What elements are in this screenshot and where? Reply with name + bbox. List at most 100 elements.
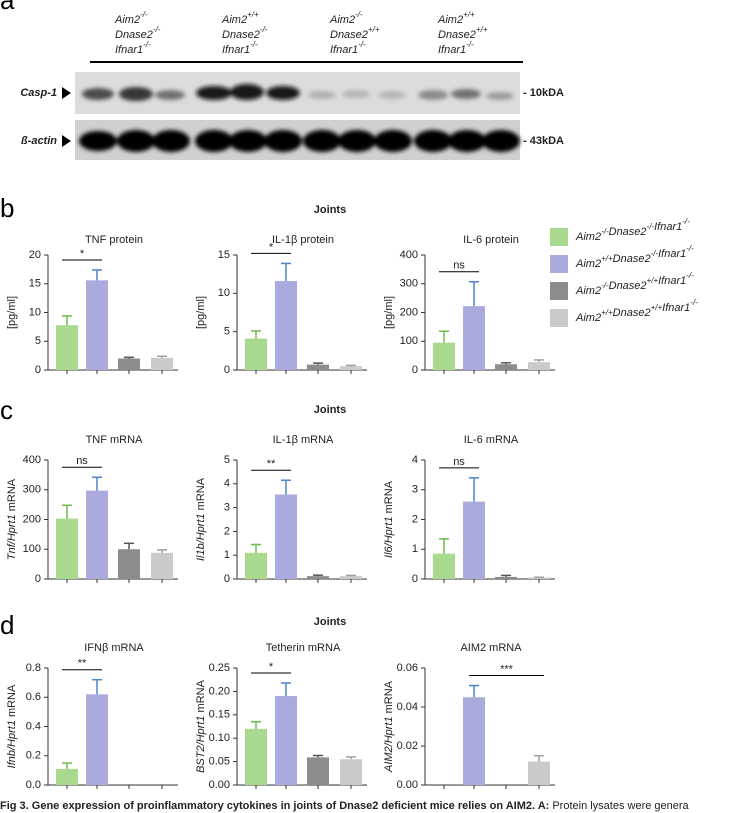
legend-label: Aim2-/-Dnase2-/-Ifnar1-/- xyxy=(575,217,690,243)
y-tick-label: 0 xyxy=(224,573,230,585)
y-label-text: mRNA xyxy=(6,684,18,717)
gene: Ifnar1 xyxy=(115,44,143,56)
gene: Aim2 xyxy=(575,285,601,297)
y-tick-label: 2 xyxy=(224,525,230,537)
genotype-sup: -/- xyxy=(686,244,694,253)
significance-label: ns xyxy=(76,455,88,467)
panel-heading: Joints xyxy=(314,404,346,416)
legend-swatch xyxy=(550,228,568,246)
genotype-sup: -/- xyxy=(651,249,659,258)
error-bar xyxy=(251,543,261,553)
legend-swatch xyxy=(550,309,568,327)
genotype-sup: -/- xyxy=(690,298,698,307)
y-axis-label: Tnf/Hprt1 mRNA xyxy=(6,478,18,560)
error-bar xyxy=(281,479,291,495)
error-bar xyxy=(439,330,449,343)
chart-title: IL-6 protein xyxy=(463,234,519,246)
gene: Ifnar1 xyxy=(654,221,682,233)
y-tick-label: 0.20 xyxy=(209,685,230,697)
group-label: Ifnar1-/- xyxy=(438,40,474,56)
error-bar xyxy=(62,762,72,769)
error-bar xyxy=(439,538,449,554)
y-tick-label: 3 xyxy=(412,484,418,496)
y-axis-label: BST2/Hprt1 mRNA xyxy=(195,679,207,773)
y-tick-label: 15 xyxy=(29,278,41,290)
chart-title: Tetherin mRNA xyxy=(266,642,341,654)
bar xyxy=(495,576,517,579)
panel-heading: Joints xyxy=(314,616,346,628)
error-bar xyxy=(346,574,356,577)
error-bar xyxy=(62,504,72,519)
y-axis-label: [pg/ml] xyxy=(383,296,395,329)
error-bar xyxy=(346,364,356,367)
error-bar xyxy=(534,755,544,762)
y-tick-label: 0.06 xyxy=(397,662,418,674)
gene: Dnase2 xyxy=(609,226,647,238)
gene: Aim2 xyxy=(329,14,355,26)
y-tick-label: 0 xyxy=(35,573,41,585)
bar xyxy=(275,696,297,785)
genotype-sup: +/+ xyxy=(651,303,663,312)
y-tick-label: 0.10 xyxy=(209,732,230,744)
significance-label: ** xyxy=(267,458,276,470)
bar xyxy=(495,364,517,370)
gene: Ifnar1 xyxy=(330,44,358,56)
error-bar xyxy=(251,721,261,729)
bar xyxy=(340,759,362,785)
chart-title: IFNβ mRNA xyxy=(84,642,144,654)
y-tick-label: 0.00 xyxy=(397,779,418,791)
y-label-italic: Il1b/Hprt1 xyxy=(195,513,207,561)
genotype-sup: +/+ xyxy=(601,308,613,317)
error-bar xyxy=(501,362,511,365)
bar xyxy=(275,281,297,370)
y-axis-label: AIM2/Hprt1 mRNA xyxy=(383,680,395,773)
genotype-sup: +/+ xyxy=(463,10,475,19)
y-axis-label: Il6/Hprt1 mRNA xyxy=(383,480,395,558)
chart-title: IL-6 mRNA xyxy=(464,434,519,446)
y-label-text: [pg/ml] xyxy=(383,296,395,329)
error-bar xyxy=(281,262,291,282)
gene: Aim2 xyxy=(114,14,140,26)
y-label-italic: AIM2/Hprt1 xyxy=(383,716,395,773)
gene: Aim2 xyxy=(575,231,601,243)
caption: Fig 3. Gene expression of proinflammator… xyxy=(0,800,690,812)
gene: Dnase2 xyxy=(613,307,651,319)
y-tick-label: 0 xyxy=(412,364,418,376)
y-tick-label: 5 xyxy=(224,326,230,338)
genotype-sup: -/- xyxy=(686,271,694,280)
gene: Aim2 xyxy=(221,14,247,26)
genotype-sup: -/- xyxy=(153,25,161,34)
error-bar xyxy=(124,356,134,359)
y-tick-label: 0.2 xyxy=(26,750,41,762)
y-tick-label: 0.4 xyxy=(26,720,41,732)
significance-label: * xyxy=(269,241,274,253)
error-bar xyxy=(281,682,291,697)
y-label-text: [pg/ml] xyxy=(195,296,207,329)
y-label-italic: BST2/Hprt1 xyxy=(195,715,207,772)
bar xyxy=(463,501,485,579)
group-label: Dnase2-/- xyxy=(115,25,161,41)
y-tick-label: 4 xyxy=(224,478,230,490)
y-label-italic: Il6/Hprt1 xyxy=(383,516,395,558)
y-tick-label: 2 xyxy=(412,513,418,525)
gene: Aim2 xyxy=(575,258,601,270)
y-tick-label: 0.0 xyxy=(26,779,41,791)
gene: Dnase2 xyxy=(115,29,153,41)
significance-label: *** xyxy=(500,663,514,675)
y-label-text: mRNA xyxy=(195,679,207,712)
genotype-sup: -/- xyxy=(647,222,655,231)
error-bar xyxy=(469,280,479,307)
caption-bold: Fig 3. Gene expression of proinflammator… xyxy=(0,800,549,812)
panel-letter: c xyxy=(0,395,13,425)
chart-title: IL-1β mRNA xyxy=(273,434,334,446)
error-bar xyxy=(92,678,102,695)
y-label-italic: Ifnb/Hprt1 xyxy=(6,720,18,768)
group-label: Ifnar1-/- xyxy=(330,40,366,56)
y-tick-label: 0 xyxy=(412,573,418,585)
chart-title: TNF mRNA xyxy=(86,434,143,446)
y-label-text: [pg/ml] xyxy=(6,296,18,329)
y-tick-label: 0.00 xyxy=(209,779,230,791)
error-bar xyxy=(157,355,167,358)
y-label-text: mRNA xyxy=(6,478,18,511)
